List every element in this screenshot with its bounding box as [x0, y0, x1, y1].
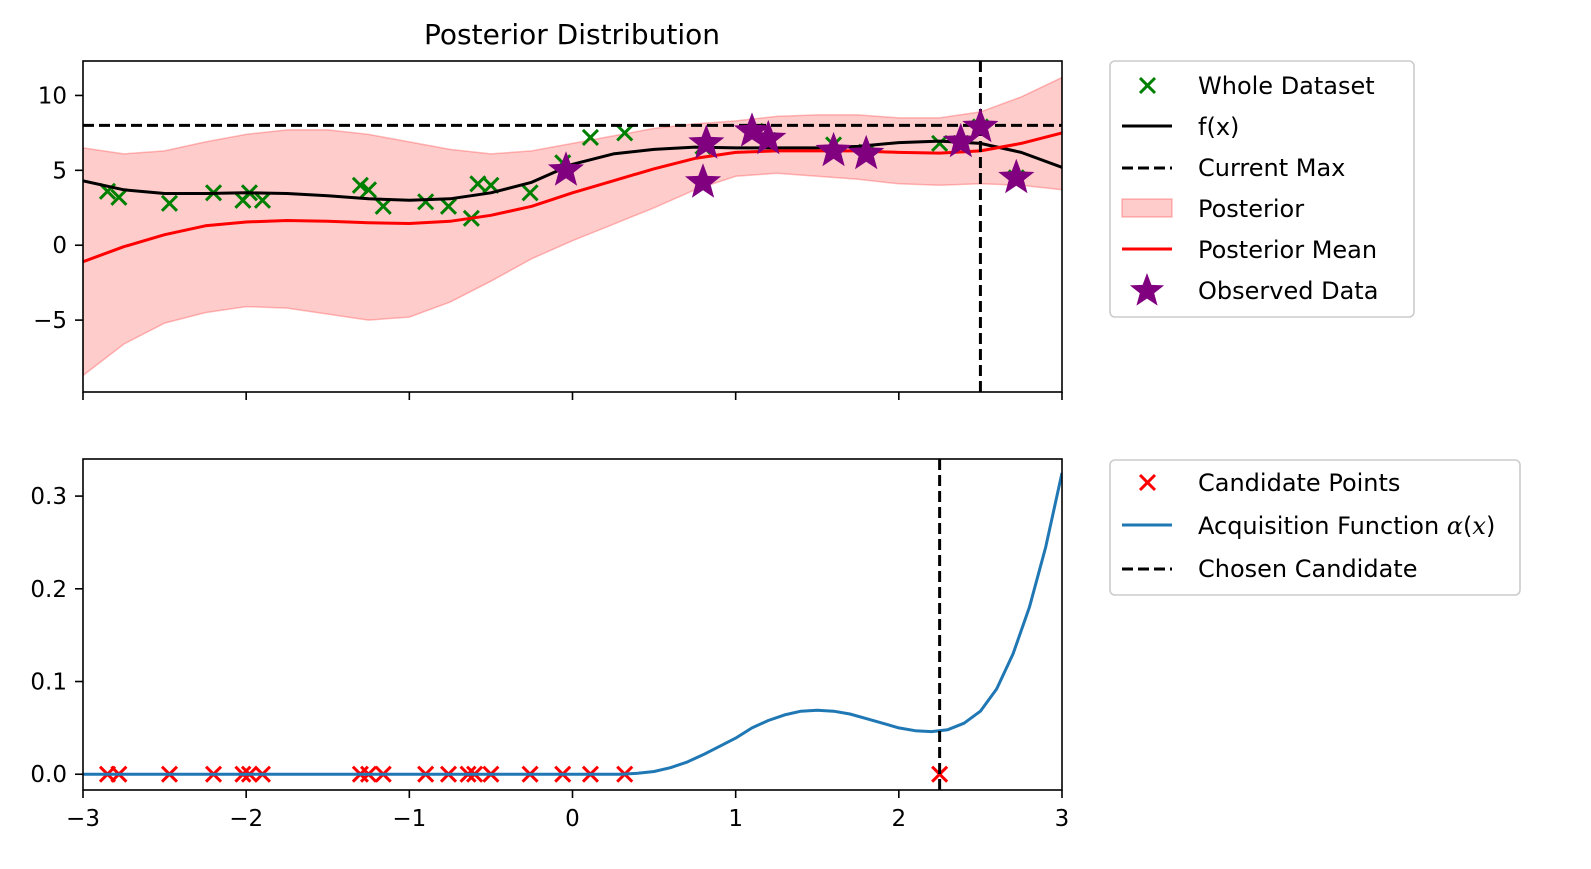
observed-point [942, 122, 979, 158]
y-tick-label: 0.2 [30, 577, 67, 603]
legend-item-fx: f(x) [1122, 113, 1239, 141]
dataset-point [351, 176, 369, 194]
x-tick-label: −3 [66, 806, 100, 832]
legend-label: Candidate Points [1198, 469, 1400, 497]
y-tick-label: 0.1 [30, 670, 67, 696]
legend-frame [1109, 60, 1415, 318]
posterior-axes: −5 0 5 10 Posterior Distribution [33, 18, 1063, 400]
alpha-symbol: α [1447, 512, 1463, 540]
legend-item-posterior-mean: Posterior Mean [1122, 236, 1377, 264]
observed-point [685, 163, 722, 198]
legend-label: Acquisition Function α(x) [1198, 512, 1495, 540]
legend-item-current-max: Current Max [1122, 154, 1345, 182]
dataset-point [616, 124, 634, 142]
observed-point [688, 124, 725, 159]
legend-label: f(x) [1198, 113, 1239, 141]
observed-point [848, 134, 885, 170]
legend-item-whole-dataset: Whole Dataset [1138, 72, 1375, 100]
dataset-point [253, 191, 272, 209]
posterior-plot-area [83, 61, 1062, 392]
acquisition-line [83, 472, 1062, 776]
posterior-band [83, 76, 1062, 377]
x-marker-icon [1138, 76, 1157, 95]
x-symbol: x [1472, 512, 1486, 540]
dataset-point [521, 184, 539, 202]
observed-point [998, 158, 1035, 194]
legend-item-posterior: Posterior [1121, 195, 1304, 223]
observed-point [733, 112, 771, 147]
dataset-point [110, 188, 128, 206]
legend-label-prefix: Acquisition Function [1198, 512, 1447, 540]
dataset-point [439, 197, 458, 215]
chart-title: Posterior Distribution [424, 18, 720, 51]
legend-frame [1109, 459, 1521, 596]
observed-point [962, 107, 999, 143]
y-tick-label: 0 [52, 233, 67, 259]
posterior-mean-line [83, 131, 1062, 264]
x-marker-icon [1138, 473, 1157, 492]
legend-label: Chosen Candidate [1198, 555, 1417, 583]
x-tick-label: −2 [229, 806, 263, 832]
candidate-point [931, 765, 949, 783]
x-tick-label: 1 [728, 806, 743, 832]
legend-label: Observed Data [1198, 277, 1378, 305]
observed-point [547, 151, 584, 186]
acquisition-ticks: −3 −2 −1 0 1 2 3 0.0 0.1 0.2 0.3 [30, 484, 1069, 832]
dataset-point [931, 134, 949, 152]
legend-item-acquisition-function: Acquisition Function α(x) [1122, 512, 1495, 540]
dataset-point [417, 193, 435, 211]
dataset-point [160, 194, 179, 212]
dataset-point [581, 128, 600, 146]
legend-item-chosen-candidate: Chosen Candidate [1122, 555, 1417, 583]
acquisition-axes-frame [82, 458, 1063, 791]
legend-label: Posterior [1198, 195, 1304, 223]
x-tick-label: 0 [565, 806, 580, 832]
acquisition-legend: Candidate Points Acquisition Function α(… [1109, 459, 1521, 596]
y-tick-label: 0.0 [30, 762, 67, 788]
acquisition-plot-area [83, 459, 1062, 790]
dataset-point [374, 197, 392, 215]
x-tick-label: −1 [392, 806, 426, 832]
paren-close: ) [1486, 512, 1495, 540]
star-marker-icon [1129, 273, 1165, 306]
legend-label: Whole Dataset [1198, 72, 1375, 100]
posterior-legend: Whole Dataset f(x) Current Max Posterior… [1109, 60, 1415, 318]
observed-point [815, 131, 852, 167]
legend-item-observed-data: Observed Data [1129, 273, 1378, 306]
legend-label: Posterior Mean [1198, 236, 1377, 264]
y-tick-label: 0.3 [30, 484, 67, 510]
observed-point [750, 119, 787, 155]
x-tick-label: 2 [892, 806, 907, 832]
posterior-ticks: −5 0 5 10 [33, 83, 1063, 400]
shaded-band-icon [1121, 198, 1173, 218]
paren-open: ( [1463, 512, 1472, 540]
y-tick-label: 10 [38, 83, 67, 109]
legend-item-candidate-points: Candidate Points [1138, 469, 1400, 497]
acquisition-axes: −3 −2 −1 0 1 2 3 0.0 0.1 0.2 0.3 [30, 458, 1069, 832]
y-tick-label: 5 [52, 158, 67, 184]
legend-label: Current Max [1198, 154, 1345, 182]
y-tick-label: −5 [33, 308, 67, 334]
x-tick-label: 3 [1055, 806, 1070, 832]
dataset-point [359, 181, 378, 199]
